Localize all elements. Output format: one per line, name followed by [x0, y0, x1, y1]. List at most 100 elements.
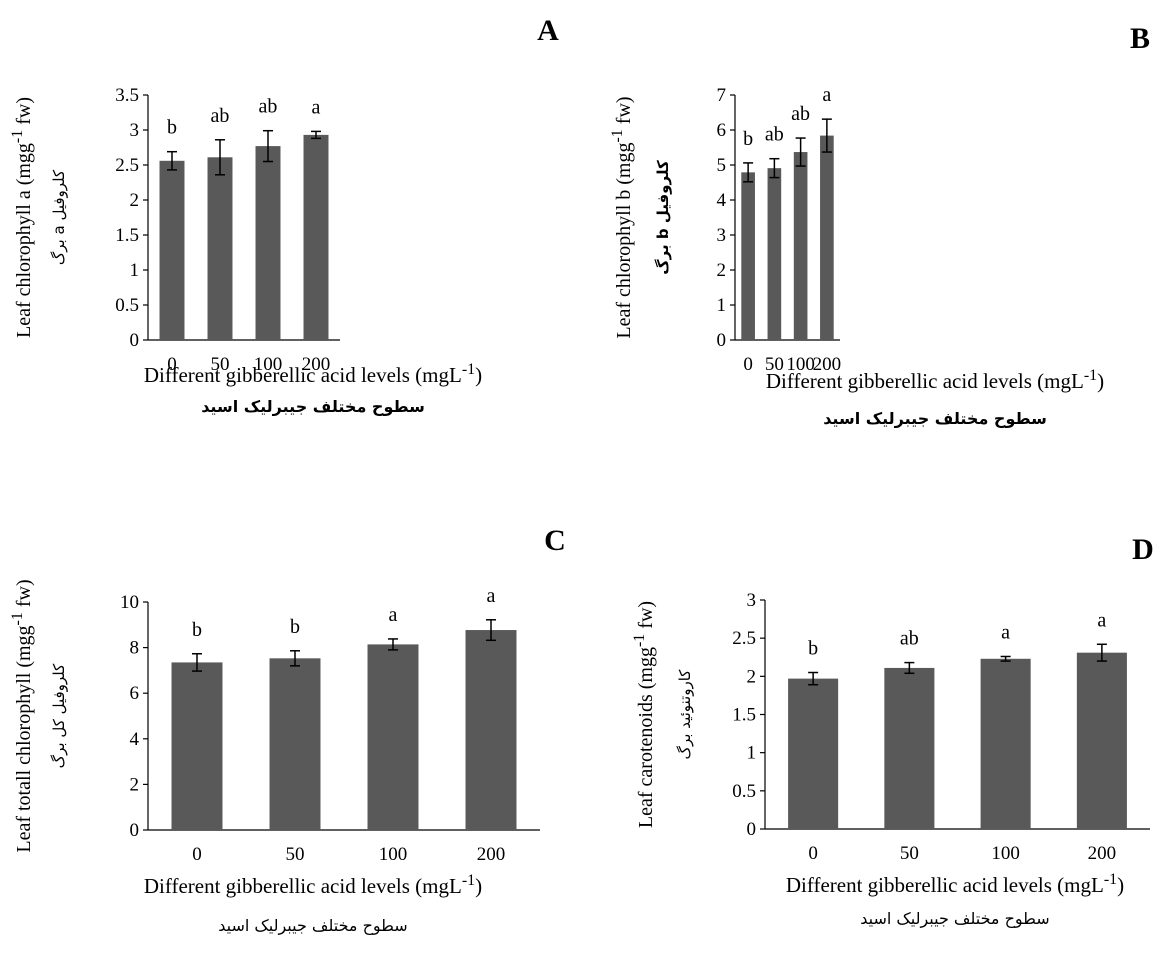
significance-label: b: [808, 638, 818, 660]
y-axis-label-end: fw): [13, 97, 35, 130]
significance-label: ab: [900, 628, 919, 650]
bar: [303, 134, 329, 340]
x-axis-label-main: Different gibberellic acid levels (mgL: [144, 363, 462, 387]
x-tick-label: 100: [254, 354, 283, 375]
y-tick-label: 2.5: [732, 628, 756, 649]
x-tick-label: 100: [786, 354, 815, 375]
x-axis-label-main: Different gibberellic acid levels (mgL: [786, 873, 1104, 897]
x-tick-label: 200: [1088, 843, 1117, 864]
y-tick-label: 8: [130, 638, 140, 659]
significance-label: a: [487, 585, 496, 607]
x-axis-label-sup: -1: [462, 872, 475, 889]
x-tick-label: 200: [477, 844, 506, 865]
x-axis-label: Different gibberellic acid levels (mgL-1…: [786, 871, 1124, 897]
x-axis-label-main: Different gibberellic acid levels (mgL: [144, 874, 462, 898]
y-tick-label: 4: [717, 190, 727, 211]
x-axis-label-end: ): [475, 363, 482, 387]
y-tick-label: 0.5: [732, 781, 756, 802]
x-axis-label-fa: سطوح مختلف جیبرلیک اسید: [218, 916, 407, 936]
y-axis-label: Leaf carotenoids (mgg-1 fw): [631, 601, 657, 828]
y-tick-label: 1: [747, 743, 757, 764]
significance-label: ab: [765, 124, 784, 146]
y-axis-label-sup: -1: [9, 130, 26, 143]
bar: [793, 152, 808, 340]
x-axis-label-sup: -1: [1084, 367, 1097, 384]
x-tick-label: 100: [991, 843, 1020, 864]
bar: [741, 172, 755, 340]
bar: [788, 678, 839, 829]
x-axis-label-fa: سطوح مختلف جیبرلیک اسید: [201, 397, 425, 416]
y-tick-label: 2: [130, 774, 140, 795]
bar: [255, 146, 281, 340]
panel-a: A 0 0.5 1 1.5 2 2.5 3 3.5 b 0 ab 50 ab 100 a 200Differen…: [9, 14, 559, 416]
x-tick-label: 0: [192, 844, 202, 865]
y-tick-label: 3: [747, 590, 757, 611]
y-axis-label-fa: کلروفیل b برگ: [654, 160, 672, 275]
y-axis-label-end: fw): [635, 601, 657, 634]
significance-label: b: [290, 616, 300, 638]
x-tick-label: 200: [302, 354, 331, 375]
y-axis-label: Leaf chlorophyll b (mgg-1 fw): [609, 96, 635, 338]
bar: [1076, 652, 1127, 829]
bar: [820, 135, 834, 340]
x-axis-label-end: ): [475, 874, 482, 898]
y-axis-label-end: fw): [13, 579, 35, 612]
significance-label: b: [192, 619, 202, 641]
y-tick-label: 0: [747, 819, 757, 840]
bar: [465, 630, 517, 830]
x-axis-label-end: ): [1117, 873, 1124, 897]
bar: [171, 662, 223, 830]
x-tick-label: 50: [900, 843, 919, 864]
significance-label: a: [822, 84, 831, 106]
significance-label: ab: [259, 96, 278, 118]
x-tick-label: 50: [286, 844, 305, 865]
y-tick-label: 3.5: [115, 85, 139, 106]
y-tick-label: 1.5: [115, 225, 139, 246]
y-tick-label: 4: [130, 729, 140, 750]
y-axis-label-sup: -1: [9, 612, 26, 625]
y-tick-label: 1: [717, 295, 727, 316]
x-axis-label: Different gibberellic acid levels (mgL-1…: [144, 361, 482, 387]
x-tick-label: 0: [167, 354, 177, 375]
y-tick-label: 1.5: [732, 705, 756, 726]
y-axis-label-main: Leaf chlorophyll a (mgg: [13, 143, 35, 338]
bar: [884, 667, 935, 829]
x-axis-label-main: Different gibberellic acid levels (mgL: [766, 369, 1084, 393]
y-tick-label: 3: [717, 225, 727, 246]
y-axis-label-main: Leaf carotenoids (mgg: [635, 647, 657, 828]
significance-label: ab: [211, 105, 230, 127]
y-tick-label: 2: [747, 666, 757, 687]
significance-label: b: [167, 117, 177, 139]
bar: [980, 658, 1031, 829]
y-tick-label: 2.5: [115, 155, 139, 176]
x-tick-label: 50: [765, 354, 784, 375]
bar: [269, 658, 321, 830]
y-axis-label-sup: -1: [631, 634, 648, 647]
y-tick-label: 3: [130, 120, 140, 141]
y-tick-label: 2: [130, 190, 140, 211]
x-axis-label: Different gibberellic acid levels (mgL-1…: [144, 872, 482, 898]
significance-label: a: [1097, 609, 1106, 631]
y-tick-label: 0.5: [115, 295, 139, 316]
y-axis-label: Leaf totall chlorophyll (mgg-1 fw): [9, 579, 35, 852]
significance-label: b: [743, 128, 753, 150]
x-axis-label: Different gibberellic acid levels (mgL-1…: [766, 367, 1104, 393]
y-axis-label-fa: کاروتنوئید برگ: [676, 669, 694, 760]
y-tick-label: 2: [717, 260, 727, 281]
bar: [367, 644, 419, 830]
x-axis-label-end: ): [1097, 369, 1104, 393]
y-axis-label-end: fw): [613, 96, 635, 129]
x-axis-label-sup: -1: [1104, 871, 1117, 888]
bar: [767, 168, 782, 340]
y-tick-label: 0: [130, 330, 140, 351]
y-axis-label-sup: -1: [609, 129, 626, 142]
y-tick-label: 6: [717, 120, 727, 141]
x-tick-label: 100: [379, 844, 408, 865]
panel-d: D 0 0.5 1 1.5 2 2.5 3 b 0 ab 50 a 100 a 200 Different gi…: [631, 533, 1154, 929]
x-axis-label-fa: سطوح مختلف جیبرلیک اسید: [860, 909, 1049, 929]
x-tick-label: 0: [743, 354, 753, 375]
y-tick-label: 0: [130, 820, 140, 841]
panel-letter: C: [544, 524, 566, 557]
y-axis-label-main: Leaf totall chlorophyll (mgg: [13, 625, 35, 852]
y-axis-label-fa: کلروفیل a برگ: [50, 169, 68, 265]
